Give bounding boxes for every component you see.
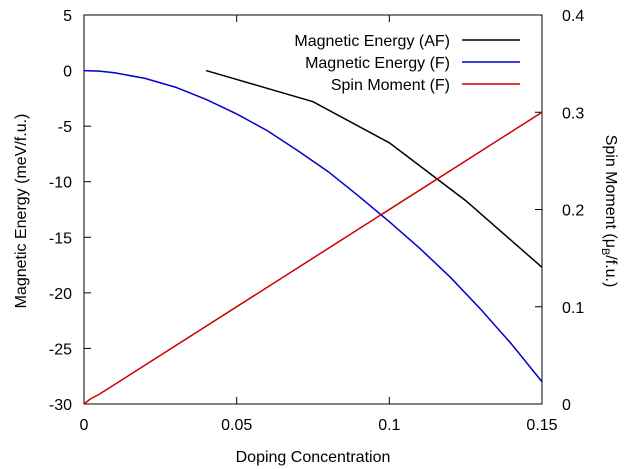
y2-tick-label: 0.1 xyxy=(562,300,584,317)
y-tick-label: 0 xyxy=(63,64,72,81)
y-tick-label: -5 xyxy=(58,119,72,136)
plot-border xyxy=(83,14,543,405)
y2-tick-label: 0 xyxy=(562,397,571,414)
y2-tick-label: 0.3 xyxy=(562,105,584,122)
legend: Magnetic Energy (AF) Magnetic Energy (F) S… xyxy=(294,33,520,94)
legend-entry-label: Magnetic Energy (F) xyxy=(305,55,450,72)
y2-tick-label: 0.2 xyxy=(562,203,584,220)
legend-entry-label: Magnetic Energy (AF) xyxy=(294,33,450,50)
y2-axis-label-tail: /f.u.) xyxy=(602,255,619,287)
series-line-1 xyxy=(83,69,543,383)
x-tick-label: 0.15 xyxy=(526,417,557,434)
y-tick-label: 5 xyxy=(63,8,72,25)
y-tick-label: -25 xyxy=(49,341,72,358)
series-layer xyxy=(83,69,543,405)
x-tick-label: 0 xyxy=(80,417,89,434)
y-tick-label: -10 xyxy=(49,175,72,192)
ticks-layer: 0 0.05 0.1 0.15 5 0 -5 -10 -15 -20 -25 -30 0.4 0.3 0.2… xyxy=(49,8,584,434)
y-tick-label: -15 xyxy=(49,230,72,247)
x-tick-label: 0.1 xyxy=(378,417,400,434)
y2-tick-label: 0.4 xyxy=(562,8,584,25)
y-axis-label: Magnetic Energy (meV/f.u.) xyxy=(13,114,30,309)
x-tick-label: 0.05 xyxy=(221,417,252,434)
y2-axis-label-sub: B xyxy=(599,248,611,255)
y-tick-label: -20 xyxy=(49,286,72,303)
plot-frame xyxy=(83,14,543,405)
x-axis-label: Doping Concentration xyxy=(236,449,391,466)
legend-entry-label: Spin Moment (F) xyxy=(331,77,450,94)
y-tick-label: -30 xyxy=(49,397,72,414)
series-line-0 xyxy=(205,69,543,268)
series-line-2 xyxy=(83,111,543,405)
y2-axis-label-main: Spin Moment (μ xyxy=(602,135,619,248)
y2-axis-label: Spin Moment (μB/f.u.) xyxy=(599,135,619,288)
